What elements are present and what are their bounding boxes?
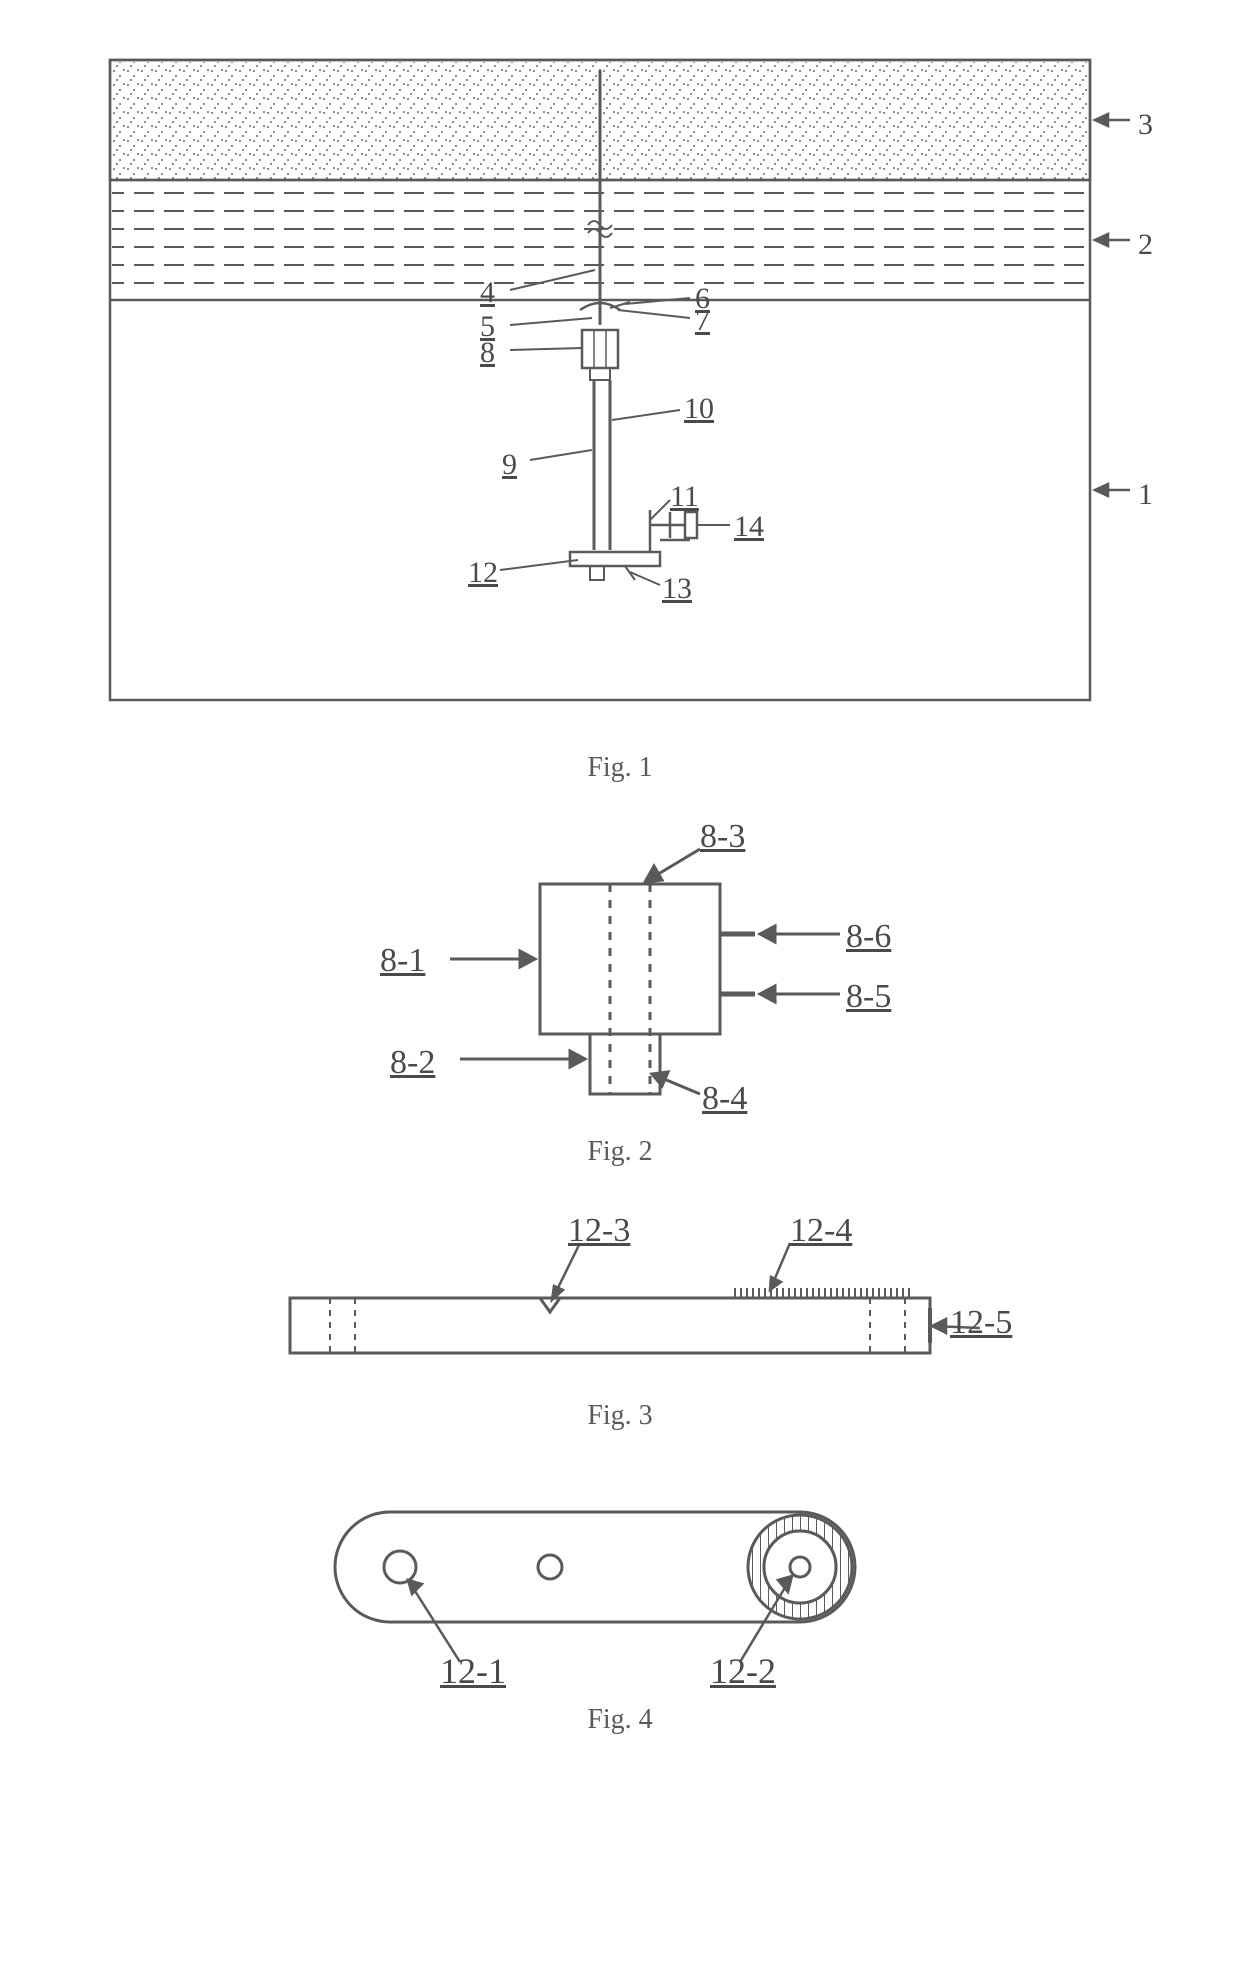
- fig4-label-12-2: 12-2: [710, 1650, 776, 1692]
- fig2-label-8-3: 8-3: [700, 818, 745, 856]
- fig1-label-12: 12: [468, 556, 498, 590]
- fig1-label-9: 9: [502, 448, 517, 482]
- fig3-label-12-4: 12-4: [790, 1212, 852, 1250]
- fig2-caption: Fig. 2: [0, 1136, 1240, 1168]
- fig3-caption: Fig. 3: [0, 1400, 1240, 1432]
- fig1-label-8: 8: [480, 336, 495, 370]
- fig4-caption: Fig. 4: [0, 1704, 1240, 1736]
- fig4-drawing: [240, 1472, 1000, 1692]
- fig3-label-12-5: 12-5: [950, 1304, 1012, 1342]
- fig3-label-12-3: 12-3: [568, 1212, 630, 1250]
- fig1-label-3: 3: [1138, 108, 1153, 142]
- fig1-label-1: 1: [1138, 478, 1153, 512]
- fig1-label-11: 11: [670, 480, 699, 514]
- fig2-label-8-2: 8-2: [390, 1044, 435, 1082]
- fig1-label-2: 2: [1138, 228, 1153, 262]
- figure-4: 12-1 12-2: [240, 1472, 1000, 1692]
- fig1-label-7: 7: [695, 304, 710, 338]
- fig1-drawing: [70, 40, 1170, 740]
- figure-1: 3 2 1 4 5 6 7 8 9 10 11 12 13 14: [70, 40, 1170, 740]
- fig1-label-14: 14: [734, 510, 764, 544]
- fig1-label-4: 4: [480, 276, 495, 310]
- fig2-label-8-5: 8-5: [846, 978, 891, 1016]
- fig1-label-13: 13: [662, 572, 692, 606]
- figure-3: 12-3 12-4 12-5: [210, 1208, 1030, 1388]
- fig1-caption: Fig. 1: [0, 752, 1240, 784]
- fig2-label-8-4: 8-4: [702, 1080, 747, 1118]
- fig1-label-10: 10: [684, 392, 714, 426]
- fig2-label-8-6: 8-6: [846, 918, 891, 956]
- fig2-label-8-1: 8-1: [380, 942, 425, 980]
- figure-2: 8-3 8-1 8-6 8-5 8-2 8-4: [300, 824, 940, 1124]
- fig4-label-12-1: 12-1: [440, 1650, 506, 1692]
